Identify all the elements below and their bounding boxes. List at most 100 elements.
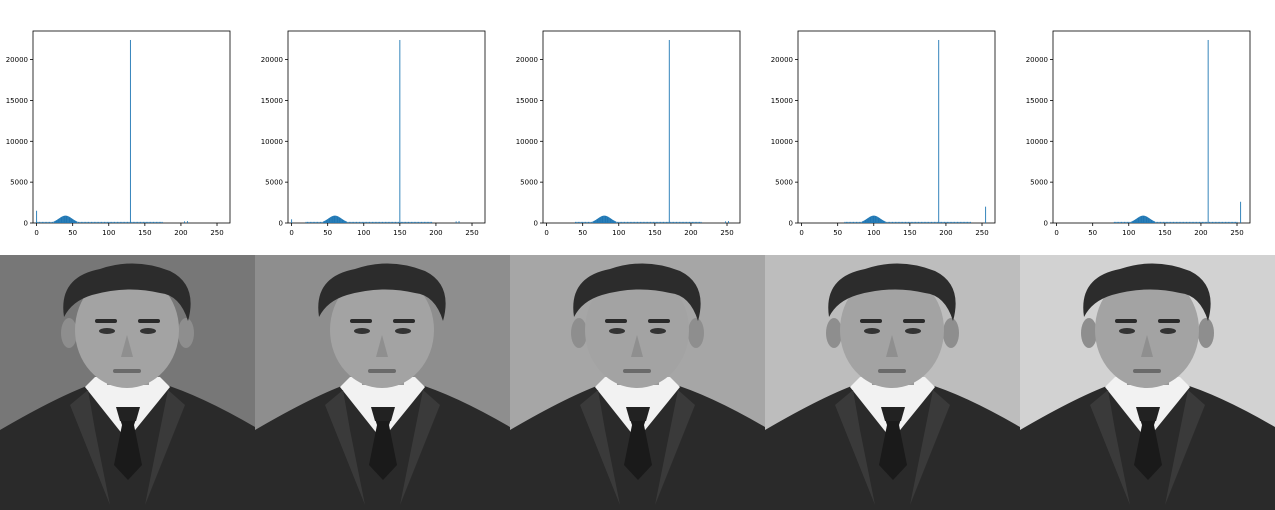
histogram-bar — [400, 221, 402, 223]
histogram-bar — [354, 221, 356, 223]
histogram-bar — [655, 221, 657, 223]
histogram-bar — [613, 220, 615, 223]
histogram-bar — [694, 221, 696, 223]
histogram-bar — [1223, 221, 1225, 223]
histogram-bar — [618, 221, 620, 223]
histogram-bar — [1190, 221, 1192, 223]
histogram-bar — [80, 221, 82, 223]
histogram-bar — [429, 221, 431, 223]
histogram-bar — [681, 221, 683, 223]
histogram-bar — [657, 221, 659, 223]
histogram-bar — [1213, 221, 1215, 223]
histogram-bar — [595, 219, 597, 223]
histogram-bar — [346, 221, 347, 223]
histogram-bar — [309, 221, 311, 223]
histogram-bar — [1153, 221, 1155, 223]
histogram-bar — [380, 221, 382, 223]
histogram-bar — [1119, 221, 1121, 223]
histogram-bar — [396, 221, 398, 223]
histogram-bar — [944, 221, 945, 223]
histogram-bar — [670, 221, 672, 223]
x-tick-label: 200 — [939, 229, 952, 237]
histogram-bar — [367, 221, 369, 223]
histogram-bar — [1209, 221, 1211, 223]
histogram-bar — [1219, 221, 1221, 223]
histogram-bar — [364, 221, 366, 223]
histogram-bar — [1210, 221, 1212, 223]
histogram-bar — [395, 221, 396, 223]
histogram-bar — [951, 221, 953, 223]
histogram-bar — [933, 221, 935, 223]
histogram-bar — [351, 221, 353, 223]
histogram-bar — [604, 215, 606, 223]
plot-area — [542, 30, 741, 224]
histogram-bar — [49, 221, 51, 223]
histogram-bar — [868, 217, 870, 223]
histogram-bar — [118, 221, 120, 223]
x-tick-label: 150 — [393, 229, 406, 237]
histogram-bar — [402, 221, 404, 223]
histogram-bar — [598, 218, 600, 223]
histogram-bar — [622, 221, 624, 223]
histogram-bar — [148, 221, 150, 223]
x-tick-label: 50 — [833, 229, 842, 237]
histogram-bar — [325, 219, 327, 223]
histogram-bar — [912, 221, 914, 223]
histogram-bar — [1115, 221, 1117, 223]
plot-area — [1052, 30, 1251, 224]
histogram-bar — [945, 221, 947, 223]
histogram-bar — [317, 221, 319, 223]
histogram-bar — [361, 221, 363, 223]
histogram-bar — [875, 216, 877, 223]
histogram-bar — [422, 221, 424, 223]
histogram-bar — [689, 221, 690, 223]
histogram-bar — [1187, 221, 1189, 223]
x-tick-label: 50 — [578, 229, 587, 237]
y-tick-label: 15000 — [771, 97, 793, 105]
histogram-bar — [153, 221, 154, 223]
histogram-bar — [615, 221, 617, 223]
histogram-bar — [634, 221, 636, 223]
histogram-bar — [1162, 221, 1164, 223]
y-tick-label: 20000 — [516, 56, 538, 64]
histogram-bar — [406, 221, 408, 223]
histogram-bar — [103, 221, 105, 223]
histogram-bar — [609, 218, 611, 223]
histogram-bar — [54, 220, 56, 223]
histogram-bar — [577, 221, 579, 223]
histogram-bar — [1214, 221, 1216, 223]
histogram-bar — [1212, 221, 1213, 223]
histogram-bar — [1180, 221, 1182, 223]
histogram-bar — [321, 221, 323, 223]
histogram-bar — [894, 221, 896, 223]
histogram-bar — [650, 221, 651, 223]
histogram-bar — [423, 221, 425, 223]
y-tick-label: 5000 — [10, 179, 28, 187]
histogram-bar — [41, 221, 43, 223]
histogram-bar — [73, 219, 75, 223]
histogram-bar — [431, 221, 433, 223]
x-tick-label: 200 — [1194, 229, 1207, 237]
histogram-bar — [850, 221, 852, 223]
histogram-bar — [1131, 221, 1133, 223]
histogram-bar — [115, 221, 117, 223]
histogram-bar — [899, 221, 901, 223]
histogram-bar — [327, 219, 329, 223]
histogram-bar — [661, 221, 663, 223]
histogram-bar — [132, 221, 134, 223]
histogram-bar — [644, 221, 646, 223]
histogram-bar — [926, 221, 928, 223]
histogram-bar — [910, 221, 912, 223]
histogram-bar — [603, 215, 605, 223]
histogram-bar — [54, 221, 56, 223]
histogram-bar — [1134, 219, 1136, 223]
histogram-bar — [387, 221, 389, 223]
histogram-bar — [151, 221, 153, 223]
histogram-bar — [586, 221, 588, 223]
histogram-bar — [1235, 221, 1237, 223]
histogram-bar — [74, 220, 76, 223]
histogram-bar — [342, 219, 344, 223]
histogram-bar — [1136, 218, 1138, 223]
histogram-bar — [416, 221, 418, 223]
x-tick-label: 100 — [357, 229, 370, 237]
